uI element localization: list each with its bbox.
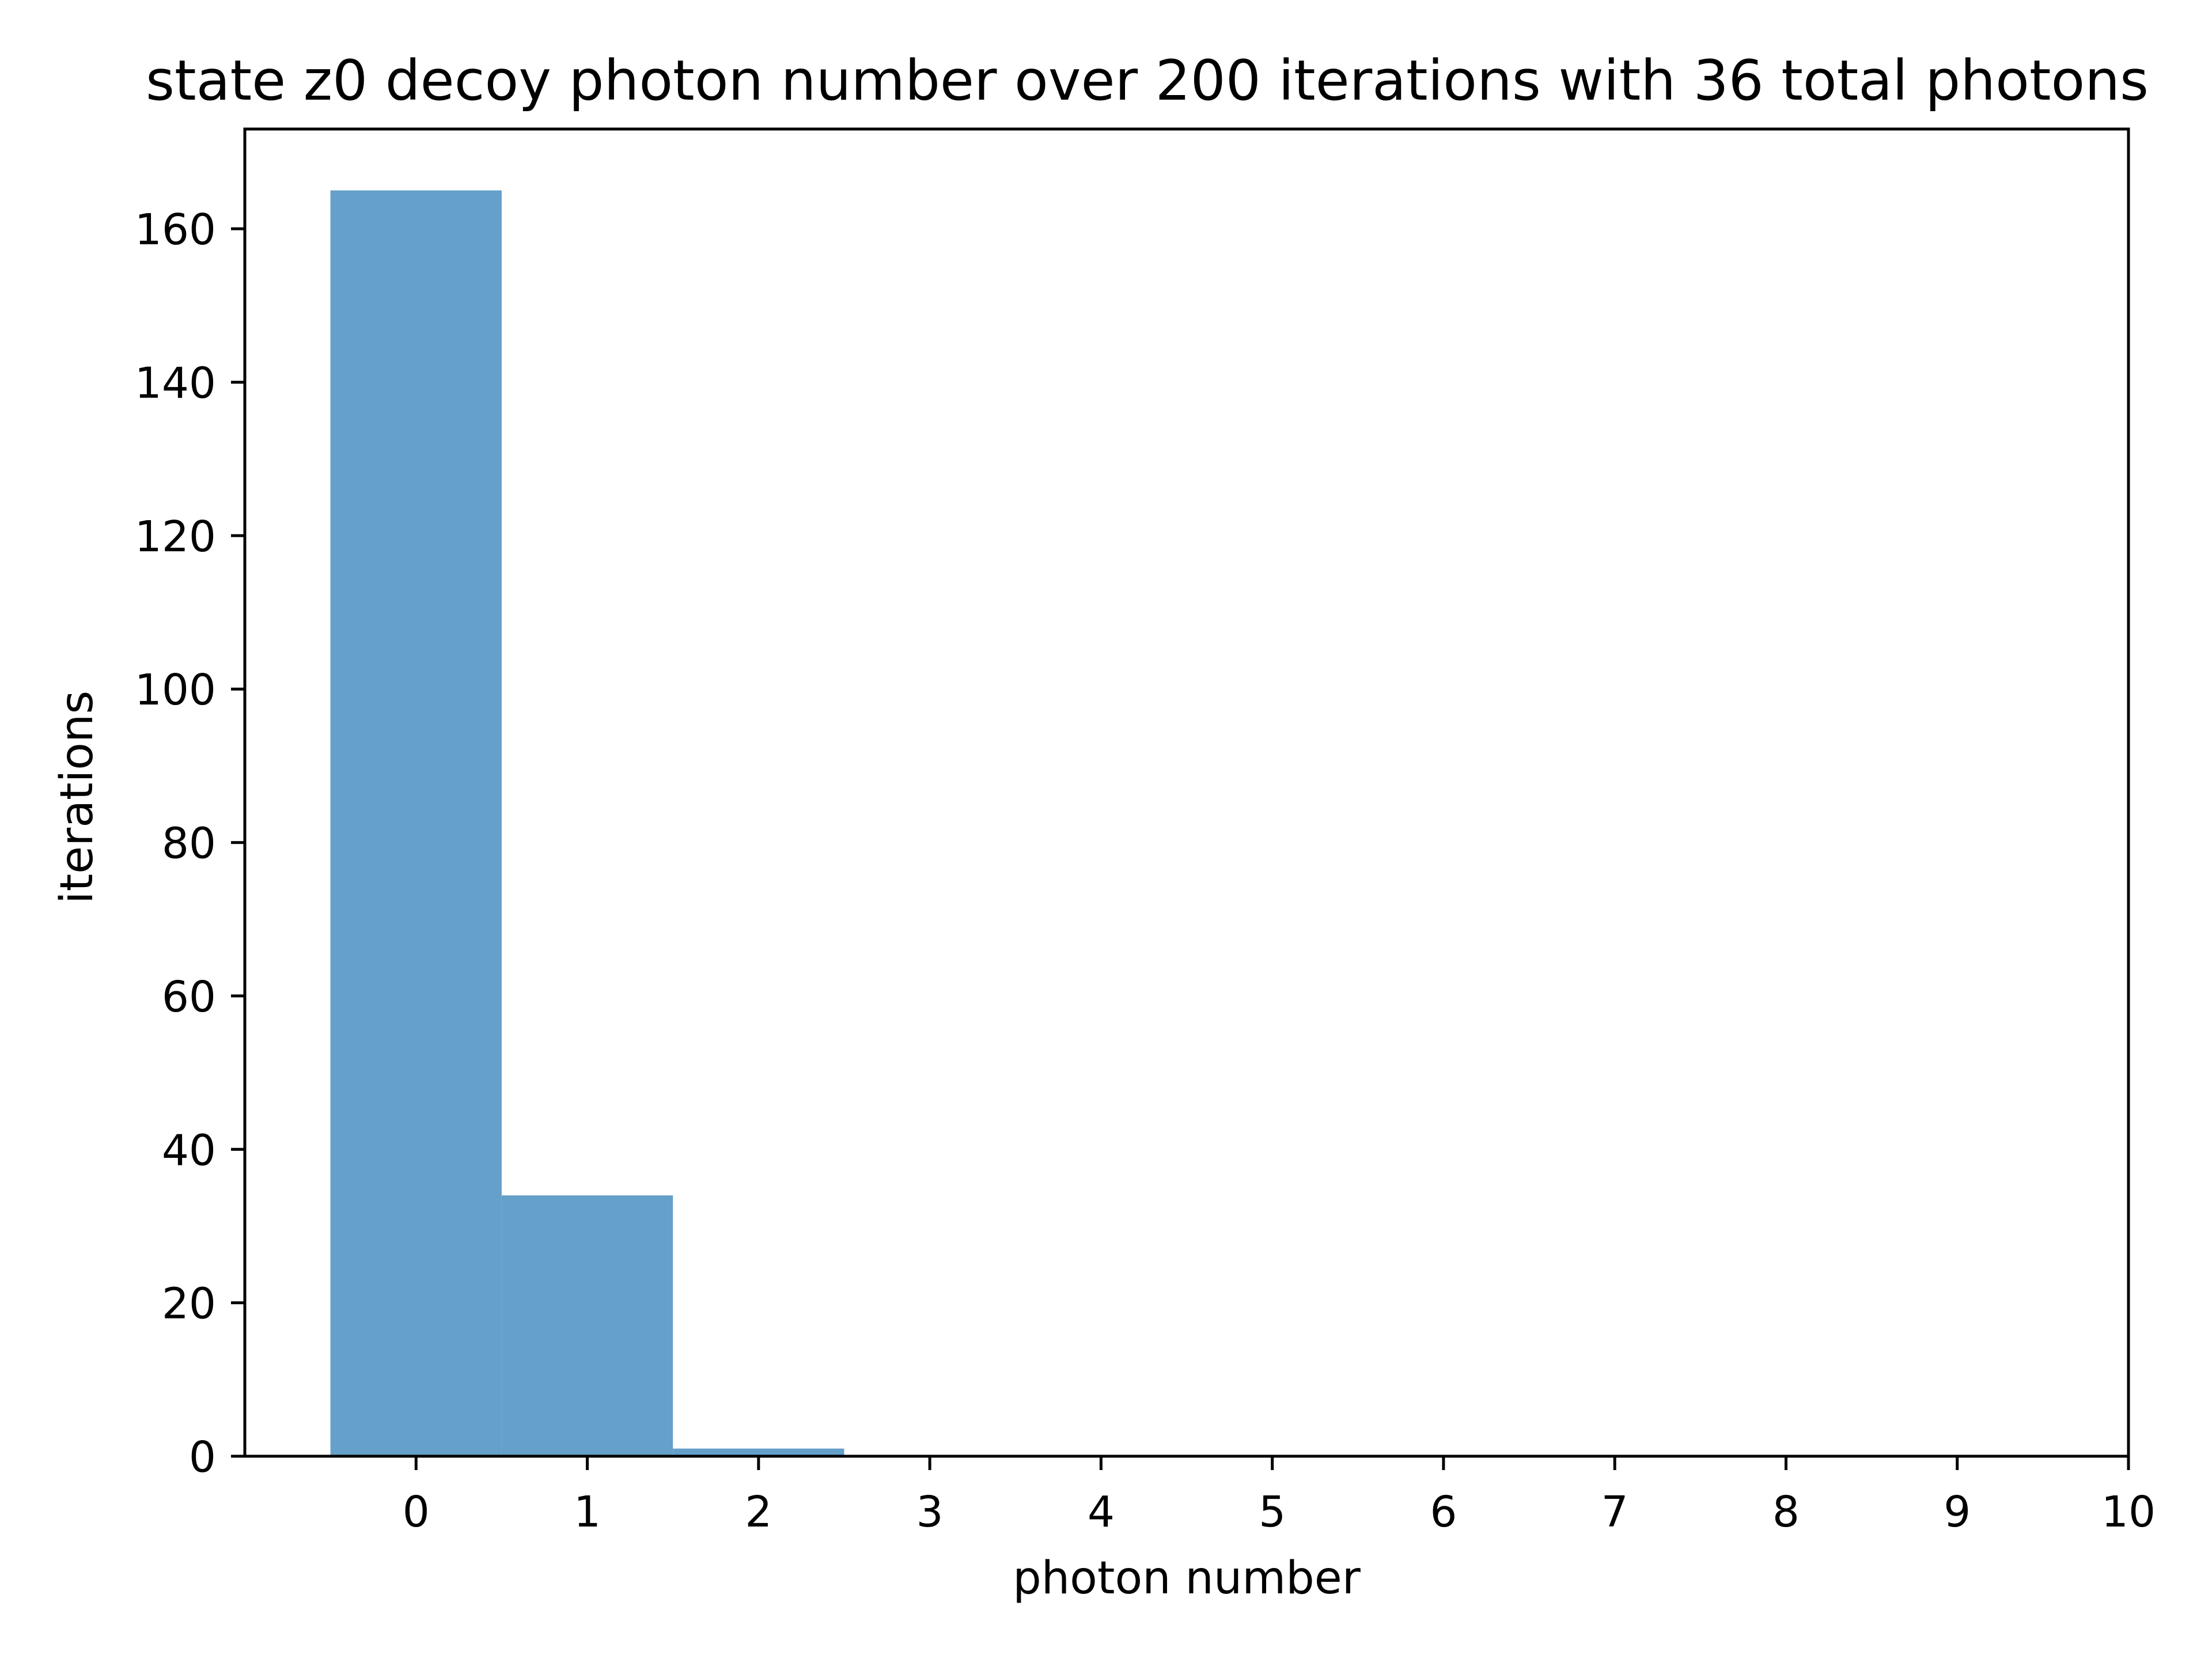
y-tick-label-7: 140 — [135, 358, 216, 408]
y-axis-ticks: 0 20 40 60 80 100 120 140 160 — [135, 205, 245, 1482]
x-tick-label-7: 7 — [1601, 1487, 1628, 1537]
bars-group — [330, 190, 844, 1456]
y-axis-label: iterations — [51, 691, 103, 904]
histogram-bar-1 — [501, 1195, 673, 1456]
x-tick-label-9: 9 — [1944, 1487, 1971, 1537]
histogram-bar-2 — [673, 1448, 844, 1456]
x-tick-label-2: 2 — [745, 1487, 772, 1537]
x-tick-label-4: 4 — [1088, 1487, 1115, 1537]
x-tick-label-3: 3 — [916, 1487, 944, 1537]
x-tick-label-1: 1 — [574, 1487, 601, 1537]
histogram-bar-0 — [330, 190, 502, 1456]
y-tick-label-3: 60 — [162, 972, 216, 1022]
y-tick-label-4: 80 — [162, 819, 216, 869]
y-tick-label-5: 100 — [135, 665, 216, 715]
plot-frame — [243, 127, 2130, 1458]
y-tick-label-0: 0 — [189, 1433, 216, 1482]
chart-title: state z0 decoy photon number over 200 it… — [146, 48, 2149, 113]
x-tick-label-10: 10 — [2101, 1487, 2156, 1537]
x-tick-label-5: 5 — [1259, 1487, 1286, 1537]
x-axis-ticks: 0 1 2 3 4 5 6 7 8 9 10 — [403, 1456, 2156, 1537]
y-tick-label-2: 40 — [162, 1126, 216, 1175]
x-tick-label-0: 0 — [403, 1487, 430, 1537]
y-tick-label-8: 160 — [135, 205, 216, 255]
y-tick-label-6: 120 — [135, 512, 216, 562]
x-tick-label-8: 8 — [1772, 1487, 1800, 1537]
x-tick-label-6: 6 — [1430, 1487, 1457, 1537]
x-axis-label: photon number — [1013, 1552, 1361, 1604]
y-tick-label-1: 20 — [162, 1279, 216, 1329]
